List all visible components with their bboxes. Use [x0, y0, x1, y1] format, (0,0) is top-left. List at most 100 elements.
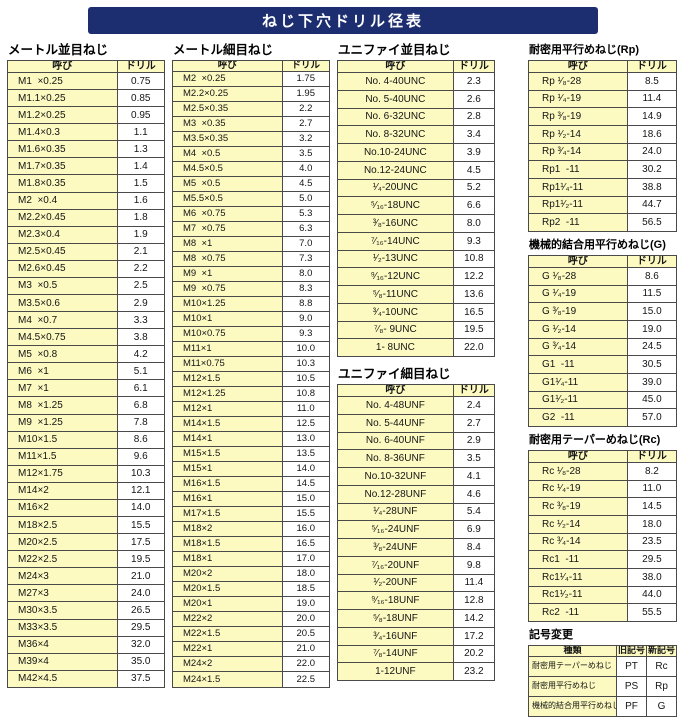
- table-row: No. 5-44UNF 2.7: [337, 413, 496, 433]
- thread-name-cell: G ¹⁄₄-19: [528, 284, 628, 304]
- drill-value-cell: 2.5: [116, 276, 165, 296]
- table-row: M5 ×0.5 4.5: [172, 176, 330, 193]
- header-row: 種類 旧記号 新記号: [527, 645, 677, 657]
- unified-section: ユニファイ並目ねじ 呼び ドリル No. 4-40UNC 2.3 No. 5-40UNC…: [337, 44, 496, 681]
- drill-value-cell: 8.5: [626, 72, 678, 91]
- table-row: M14×2 12.1: [7, 481, 165, 500]
- table-row: ⁵⁄₁₆-24UNF 6.9: [337, 520, 496, 539]
- table-row: ⁷⁄₁₆-14UNC 9.3: [337, 231, 496, 251]
- unified-coarse-table: 呼び ドリル No. 4-40UNC 2.3 No. 5-40UNC 2.6 No. 6-3…: [337, 60, 496, 357]
- drill-value-cell: 16.5: [281, 536, 330, 553]
- pipe-thread-section: 耐密用平行めねじ(Rp) 呼び ドリル Rp ¹⁄₈-28 8.5 Rp ¹⁄₄-19 1…: [527, 44, 678, 717]
- table-row: M1.6×0.35 1.3: [7, 140, 165, 159]
- thread-name-cell: Rc1¹⁄₂-11: [528, 585, 628, 605]
- drill-value-cell: 19.5: [116, 550, 165, 569]
- drill-value-cell: 45.0: [626, 390, 678, 410]
- thread-name-cell: Rc ³⁄₈-19: [528, 497, 628, 516]
- drill-value-cell: 5.1: [116, 362, 165, 381]
- column-header: 呼び: [528, 255, 628, 268]
- table-row: ³⁄₄-16UNF 17.2: [337, 626, 496, 646]
- drill-value-cell: Rp: [646, 675, 677, 697]
- drill-value-cell: 16.5: [452, 302, 496, 322]
- drill-value-cell: 10.8: [281, 386, 330, 403]
- table-row: M10×1 9.0: [172, 311, 330, 328]
- thread-name-cell: ⁵⁄₈-18UNF: [337, 609, 454, 628]
- table-row: M22×1 21.0: [172, 641, 330, 658]
- thread-name-cell: Rp1¹⁄₄-11: [528, 177, 628, 197]
- drill-value-cell: 19.0: [626, 319, 678, 339]
- thread-name-cell: No. 5-44UNF: [337, 413, 454, 433]
- thread-name-cell: M16×1: [172, 491, 283, 508]
- rp-table: 呼び ドリル Rp ¹⁄₈-28 8.5 Rp ¹⁄₄-19 11.4 Rp ³⁄₈-19 1…: [528, 60, 678, 232]
- drill-value-cell: 2.1: [116, 242, 165, 261]
- table-row: Rp1¹⁄₂-11 44.7: [528, 195, 678, 215]
- table-row: G ³⁄₈-19 15.0: [528, 302, 678, 321]
- thread-name-cell: M11×1.5: [7, 447, 118, 466]
- drill-value-cell: 7.3: [281, 251, 330, 268]
- drill-value-cell: 0.95: [116, 106, 165, 125]
- drill-value-cell: 14.2: [452, 609, 496, 628]
- table-row: M1 ×0.25 0.75: [7, 71, 165, 91]
- thread-name-cell: Rc ¹⁄₈-28: [528, 462, 628, 481]
- thread-name-cell: Rp1 -11: [528, 160, 628, 179]
- thread-name-cell: M5 ×0.5: [172, 176, 283, 193]
- table-row: M11×1.5 9.6: [7, 447, 165, 466]
- drill-value-cell: PF: [616, 695, 647, 717]
- table-row: M1.8×0.35 1.5: [7, 174, 165, 193]
- table-row: G1¹⁄₄-11 39.0: [528, 372, 678, 392]
- drill-value-cell: 12.8: [452, 591, 496, 610]
- table-row: M12×1 11.0: [172, 401, 330, 418]
- table-row: Rc ¹⁄₄-19 11.0: [528, 479, 678, 499]
- table-row: M3.5×0.35 3.2: [172, 131, 330, 148]
- table-row: M1.7×0.35 1.4: [7, 157, 165, 176]
- table-row: M14×1 13.0: [172, 431, 330, 448]
- table-row: M9 ×0.75 8.3: [172, 281, 330, 298]
- drill-value-cell: 13.6: [452, 285, 496, 304]
- metric-fine-section: メートル細目ねじ 呼び ドリル M2 ×0.25 1.75 M2.2×0.25 1.95 M…: [172, 44, 330, 688]
- thread-name-cell: M12×1.75: [7, 464, 118, 483]
- table-row: No.12-24UNC 4.5: [337, 160, 496, 180]
- drill-value-cell: 2.3: [452, 72, 496, 91]
- table-row: G ³⁄₄-14 24.5: [528, 337, 678, 357]
- drill-value-cell: PT: [616, 655, 647, 677]
- drill-value-cell: 20.2: [452, 644, 496, 664]
- drill-value-cell: 18.5: [281, 581, 330, 598]
- thread-name-cell: Rc1¹⁄₄-11: [528, 567, 628, 587]
- drill-value-cell: 15.0: [281, 491, 330, 508]
- drill-value-cell: 18.0: [281, 566, 330, 583]
- drill-value-cell: 22.0: [281, 656, 330, 673]
- table-row: M20×1.5 18.5: [172, 581, 330, 598]
- header-row: 呼び ドリル: [7, 60, 165, 73]
- drill-value-cell: 9.6: [116, 447, 165, 466]
- table-row: Rp1 -11 30.2: [528, 160, 678, 179]
- thread-name-cell: 機械的結合用平行めねじ: [527, 695, 618, 717]
- table-row: ¹⁄₂-13UNC 10.8: [337, 249, 496, 269]
- drill-value-cell: 24.5: [626, 337, 678, 357]
- thread-name-cell: 1- 8UNC: [337, 338, 454, 357]
- table-row: ¹⁄₄-28UNF 5.4: [337, 502, 496, 522]
- thread-name-cell: M5.5×0.5: [172, 191, 283, 208]
- drill-value-cell: 37.5: [116, 669, 165, 689]
- thread-name-cell: ¹⁄₄-20UNC: [337, 178, 454, 198]
- table-row: 1-12UNF 23.2: [337, 662, 496, 681]
- thread-name-cell: M15×1.5: [172, 446, 283, 463]
- column-header: ドリル: [281, 59, 330, 73]
- thread-name-cell: Rp ³⁄₈-19: [528, 107, 628, 126]
- table-row: M2 ×0.25 1.75: [172, 71, 330, 88]
- drill-value-cell: 5.4: [452, 502, 496, 522]
- thread-name-cell: M18×2: [172, 521, 283, 538]
- drill-value-cell: 30.2: [626, 160, 678, 179]
- table-row: M20×1 19.0: [172, 596, 330, 613]
- drill-value-cell: 4.0: [281, 161, 330, 178]
- thread-name-cell: M16×2: [7, 498, 118, 518]
- thread-name-cell: M33×3.5: [7, 618, 118, 637]
- thread-name-cell: ⁷⁄₈- 9UNC: [337, 320, 454, 340]
- drill-value-cell: 2.9: [452, 431, 496, 451]
- table-row: Rp ³⁄₈-19 14.9: [528, 107, 678, 126]
- thread-name-cell: M3.5×0.6: [7, 294, 118, 313]
- thread-name-cell: G ¹⁄₈-28: [528, 267, 628, 286]
- table-row: M6 ×0.75 5.3: [172, 206, 330, 223]
- section-title-g: 機械的結合用平行めねじ(G): [529, 239, 666, 251]
- drill-value-cell: 16.0: [281, 521, 330, 538]
- thread-name-cell: M1.7×0.35: [7, 157, 118, 176]
